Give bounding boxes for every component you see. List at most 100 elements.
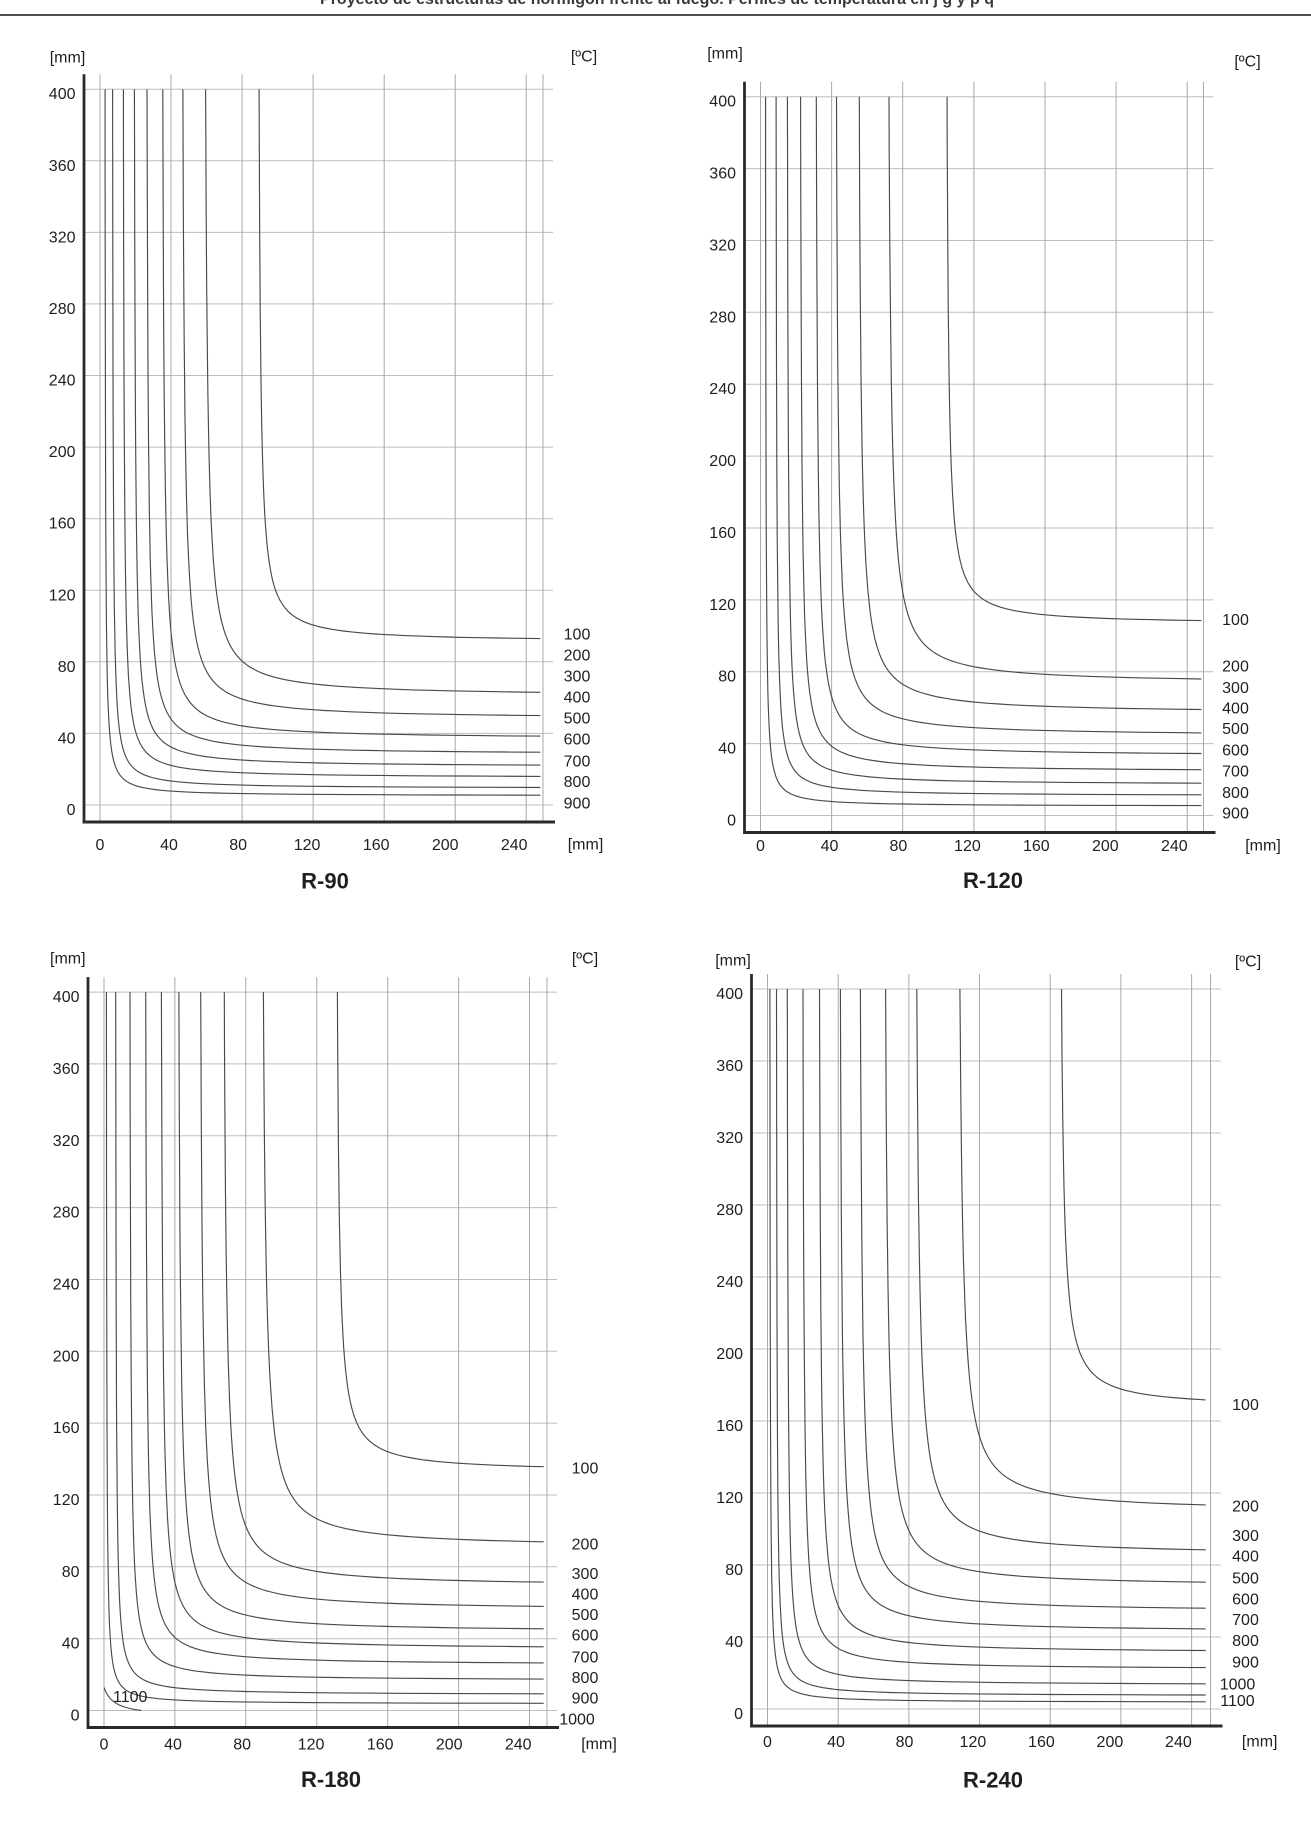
- svg-text:360: 360: [49, 158, 76, 175]
- svg-text:40: 40: [725, 1634, 743, 1651]
- svg-text:80: 80: [896, 1734, 914, 1751]
- svg-text:200: 200: [564, 647, 591, 664]
- svg-text:200: 200: [716, 1346, 743, 1363]
- svg-text:160: 160: [363, 837, 390, 854]
- svg-text:240: 240: [53, 1277, 80, 1294]
- svg-text:160: 160: [709, 525, 736, 542]
- svg-text:1100: 1100: [113, 1689, 148, 1706]
- svg-text:280: 280: [53, 1205, 80, 1222]
- svg-text:700: 700: [1232, 1612, 1259, 1629]
- svg-text:120: 120: [716, 1490, 743, 1507]
- svg-text:240: 240: [49, 373, 76, 390]
- svg-text:240: 240: [1161, 838, 1188, 855]
- svg-text:80: 80: [229, 837, 247, 854]
- svg-text:800: 800: [572, 1670, 599, 1687]
- svg-text:0: 0: [67, 802, 76, 819]
- svg-text:500: 500: [564, 710, 591, 727]
- svg-text:40: 40: [164, 1736, 182, 1753]
- svg-text:280: 280: [709, 309, 736, 326]
- svg-text:[ºC]: [ºC]: [1234, 53, 1260, 70]
- svg-text:360: 360: [716, 1058, 743, 1075]
- svg-text:1000: 1000: [559, 1711, 595, 1728]
- svg-text:40: 40: [718, 741, 736, 758]
- svg-text:900: 900: [572, 1691, 599, 1708]
- svg-text:120: 120: [960, 1734, 987, 1751]
- svg-text:160: 160: [49, 516, 76, 533]
- svg-text:320: 320: [49, 229, 76, 246]
- svg-text:320: 320: [53, 1133, 80, 1150]
- svg-text:120: 120: [53, 1492, 80, 1509]
- svg-text:400: 400: [1232, 1549, 1259, 1566]
- svg-text:0: 0: [756, 838, 765, 855]
- svg-text:40: 40: [821, 838, 839, 855]
- svg-text:160: 160: [1028, 1734, 1055, 1751]
- svg-text:360: 360: [709, 166, 736, 183]
- svg-text:200: 200: [1232, 1499, 1259, 1516]
- svg-text:200: 200: [572, 1536, 599, 1553]
- svg-text:80: 80: [725, 1562, 743, 1579]
- svg-text:900: 900: [1232, 1655, 1259, 1672]
- svg-text:240: 240: [709, 381, 736, 398]
- svg-text:900: 900: [564, 795, 591, 812]
- svg-text:Proyecto de estructuras de hor: Proyecto de estructuras de hormigón fren…: [320, 0, 994, 8]
- svg-text:240: 240: [716, 1274, 743, 1291]
- svg-text:240: 240: [1165, 1734, 1192, 1751]
- svg-text:100: 100: [1232, 1397, 1259, 1414]
- svg-text:1100: 1100: [1220, 1693, 1255, 1710]
- svg-text:300: 300: [1232, 1528, 1259, 1545]
- svg-text:80: 80: [62, 1564, 80, 1581]
- svg-text:200: 200: [432, 837, 459, 854]
- svg-text:600: 600: [572, 1628, 599, 1645]
- svg-text:300: 300: [572, 1566, 599, 1583]
- svg-text:900: 900: [1222, 805, 1249, 822]
- svg-text:80: 80: [718, 669, 736, 686]
- svg-text:[ºC]: [ºC]: [1235, 953, 1261, 970]
- svg-text:80: 80: [233, 1736, 251, 1753]
- svg-text:40: 40: [62, 1636, 80, 1653]
- svg-text:80: 80: [890, 838, 908, 855]
- svg-text:600: 600: [564, 731, 591, 748]
- svg-text:200: 200: [436, 1736, 463, 1753]
- svg-text:0: 0: [71, 1708, 80, 1725]
- svg-text:1000: 1000: [1220, 1677, 1256, 1694]
- svg-text:120: 120: [294, 837, 321, 854]
- svg-text:R-90: R-90: [301, 869, 349, 894]
- svg-text:[mm]: [mm]: [50, 950, 86, 967]
- svg-text:120: 120: [298, 1736, 325, 1753]
- svg-text:400: 400: [564, 689, 591, 706]
- svg-text:120: 120: [49, 587, 76, 604]
- svg-text:400: 400: [49, 86, 76, 103]
- svg-text:[mm]: [mm]: [581, 1736, 617, 1753]
- svg-text:360: 360: [53, 1061, 80, 1078]
- svg-text:160: 160: [367, 1736, 394, 1753]
- svg-text:800: 800: [1222, 785, 1249, 802]
- svg-text:700: 700: [1222, 764, 1249, 781]
- svg-text:160: 160: [53, 1420, 80, 1437]
- svg-text:200: 200: [49, 444, 76, 461]
- svg-text:[ºC]: [ºC]: [572, 950, 598, 967]
- svg-text:[mm]: [mm]: [1242, 1733, 1278, 1750]
- svg-text:500: 500: [1222, 721, 1249, 738]
- svg-text:100: 100: [572, 1461, 599, 1478]
- svg-text:500: 500: [1232, 1571, 1259, 1588]
- svg-text:400: 400: [572, 1586, 599, 1603]
- svg-text:R-120: R-120: [963, 868, 1023, 893]
- svg-text:[mm]: [mm]: [707, 45, 743, 62]
- svg-text:0: 0: [727, 813, 736, 830]
- svg-text:800: 800: [564, 774, 591, 791]
- svg-text:[mm]: [mm]: [715, 952, 751, 969]
- svg-text:280: 280: [716, 1202, 743, 1219]
- svg-text:0: 0: [96, 837, 105, 854]
- svg-text:600: 600: [1222, 742, 1249, 759]
- svg-text:R-180: R-180: [301, 1767, 361, 1792]
- svg-text:400: 400: [1222, 701, 1249, 718]
- svg-text:80: 80: [58, 659, 76, 676]
- svg-text:160: 160: [716, 1418, 743, 1435]
- svg-text:120: 120: [709, 597, 736, 614]
- svg-text:400: 400: [709, 94, 736, 111]
- svg-text:40: 40: [58, 730, 76, 747]
- svg-text:[mm]: [mm]: [50, 49, 86, 66]
- svg-text:320: 320: [709, 238, 736, 255]
- svg-text:120: 120: [954, 838, 981, 855]
- svg-text:320: 320: [716, 1130, 743, 1147]
